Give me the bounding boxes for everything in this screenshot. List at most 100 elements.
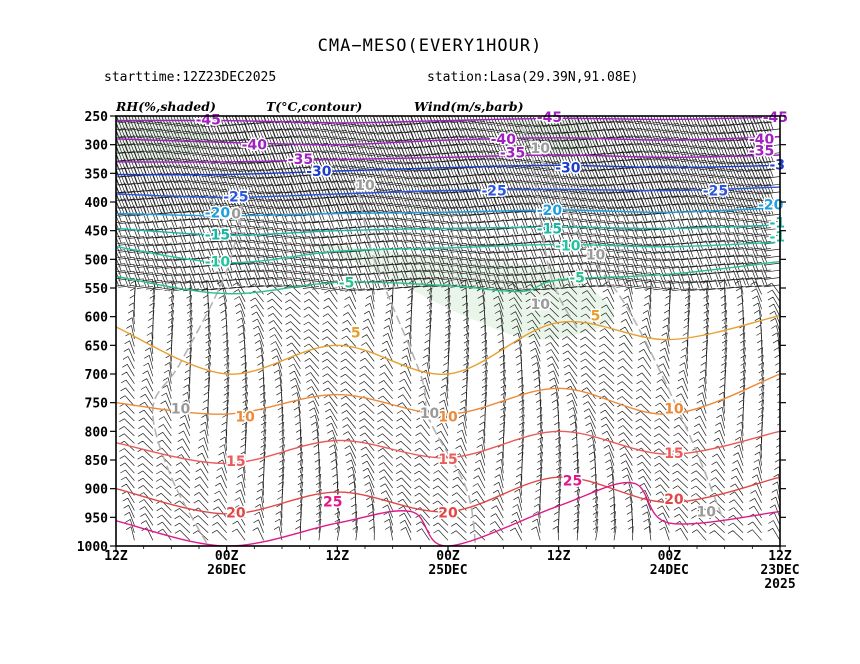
wind-barb-row (116, 466, 780, 481)
legend-temperature: T(°C,contour) (266, 99, 362, 114)
temperature-contour-label: 15 (664, 446, 683, 462)
rh-contour-line (152, 190, 246, 546)
wind-barb-path (116, 120, 780, 135)
rh-contour-line (207, 198, 228, 215)
wind-barb-row (116, 391, 780, 407)
station-label: station:Lasa(29.39N,91.08E) (427, 70, 639, 85)
temperature-contour-label: -1 (769, 216, 785, 232)
wind-barb-row (116, 127, 780, 143)
wind-barb-row (116, 254, 780, 269)
wind-barb-path (116, 172, 780, 187)
wind-barb-row (116, 309, 780, 325)
wind-barb-path (116, 354, 780, 370)
temperature-contour-label: -1 (769, 229, 785, 245)
temperature-contour-label: -45 (763, 110, 788, 126)
temperature-contour-label: 10 (438, 409, 458, 425)
legend-rh: RH(%,shaded) (115, 99, 216, 114)
legend-header: RH(%,shaded) T(°C,contour) Wind(m/s,barb… (115, 99, 524, 114)
temperature-contour-label: -15 (537, 221, 562, 237)
wind-barb-row (116, 142, 780, 158)
wind-barb-path (116, 458, 780, 474)
wind-barb-path (116, 246, 780, 262)
y-tick-label: 1000 (77, 540, 108, 555)
temperature-contour-line (116, 241, 780, 264)
y-tick-label: 850 (85, 454, 109, 469)
y-tick-label: 800 (85, 425, 109, 440)
temperature-contour-label: 20 (226, 506, 246, 522)
wind-barb-row (116, 209, 780, 225)
temperature-contour-label: -35 (500, 146, 525, 162)
temperature-contour-line (116, 207, 780, 217)
wind-barb-row (116, 458, 780, 474)
wind-barb-row (116, 194, 780, 210)
wind-barb-row (116, 261, 780, 277)
y-tick-label: 750 (85, 397, 109, 412)
y-tick-label: 900 (85, 483, 109, 498)
temperature-contour-line (116, 135, 780, 146)
temperature-contour-line (116, 116, 780, 124)
rh-contour-label: 10 (355, 178, 375, 194)
wind-barb-path (116, 269, 780, 284)
x-tick-label: 2025 (764, 577, 795, 592)
wind-barb-path (116, 369, 780, 384)
wind-barb-row (116, 324, 780, 340)
temperature-contour-line (116, 224, 780, 237)
temperature-contour-label: 10 (664, 401, 684, 417)
x-tick-label: 24DEC (650, 563, 689, 578)
rh-contour-line (355, 178, 477, 546)
wind-barb-path (116, 261, 780, 277)
rh-contour-label: 10 (530, 141, 550, 157)
temperature-contour-line (116, 154, 780, 163)
x-tick-label: 26DEC (207, 563, 246, 578)
rh-contour-label: 10 (530, 297, 550, 313)
temperature-contour-label: -25 (223, 189, 248, 205)
wind-barb-path (116, 466, 780, 481)
temperature-contour-line (116, 260, 780, 295)
wind-barb-path (116, 209, 780, 225)
x-tick-label: 23DEC (760, 563, 799, 578)
temperature-contour-line (116, 164, 780, 176)
rh-contours (152, 127, 726, 546)
wind-barb-row (116, 503, 780, 519)
wind-barb-row (116, 120, 780, 135)
wind-barb-row (116, 414, 780, 429)
wind-barb-row (116, 384, 780, 399)
wind-barb-path (116, 179, 780, 195)
wind-barb-path (116, 414, 780, 429)
temperature-contour-label: -15 (205, 228, 230, 244)
wind-barbs (116, 116, 780, 541)
x-tick-label: 00Z (215, 549, 239, 564)
temperature-contour-label: -40 (491, 132, 517, 148)
temperature-contour-label: 25 (323, 494, 342, 510)
wind-barb-row (116, 287, 780, 303)
wind-barb-path (116, 127, 780, 143)
wind-barb-path (116, 481, 780, 496)
wind-barb-path (116, 421, 780, 437)
x-tick-label: 25DEC (428, 563, 467, 578)
rh-contour-label: 10 (420, 406, 440, 422)
wind-barb-path (116, 391, 780, 407)
y-tick-label: 250 (85, 110, 109, 125)
wind-barb-path (116, 406, 780, 422)
wind-barb-row (116, 246, 780, 262)
temperature-contour-label: -35 (749, 143, 774, 159)
temperature-contour-label: -30 (555, 161, 581, 177)
wind-barb-row (116, 217, 780, 232)
wind-barb-path (116, 384, 780, 399)
wind-barb-row (116, 179, 780, 195)
wind-barb-row (116, 339, 780, 355)
wind-barb-row (116, 488, 780, 504)
y-tick-label: 500 (85, 253, 109, 268)
x-tick-label: 12Z (768, 549, 792, 564)
y-tick-label: 400 (85, 196, 109, 211)
temperature-contour-label: -5 (339, 275, 355, 291)
wind-barb-row (116, 116, 780, 128)
wind-barb-row (116, 473, 780, 489)
wind-barb-path (116, 503, 780, 519)
temperature-contour-label: -40 (749, 132, 775, 148)
wind-barb-path (116, 324, 780, 340)
wind-barb-path (116, 309, 780, 325)
temperature-contour-line (116, 186, 780, 199)
wind-barb-row (116, 436, 780, 452)
